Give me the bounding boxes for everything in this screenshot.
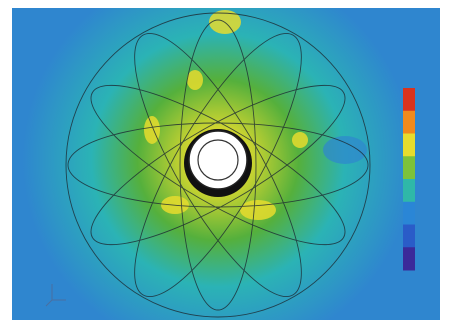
- colorbar-segment: [403, 134, 415, 157]
- hot-spot: [240, 200, 276, 220]
- colorbar-segment: [403, 156, 415, 179]
- colorbar-segment: [403, 247, 415, 270]
- hot-spot: [187, 70, 203, 90]
- colorbar-segment: [403, 202, 415, 225]
- simulation-view: [0, 0, 450, 329]
- colorbar: [403, 88, 415, 271]
- colorbar-segment: [403, 111, 415, 134]
- colorbar-segment: [403, 88, 415, 111]
- colorbar-segment: [403, 179, 415, 202]
- hot-spot: [292, 132, 308, 148]
- colorbar-segment: [403, 225, 415, 248]
- cool-spot: [323, 136, 367, 164]
